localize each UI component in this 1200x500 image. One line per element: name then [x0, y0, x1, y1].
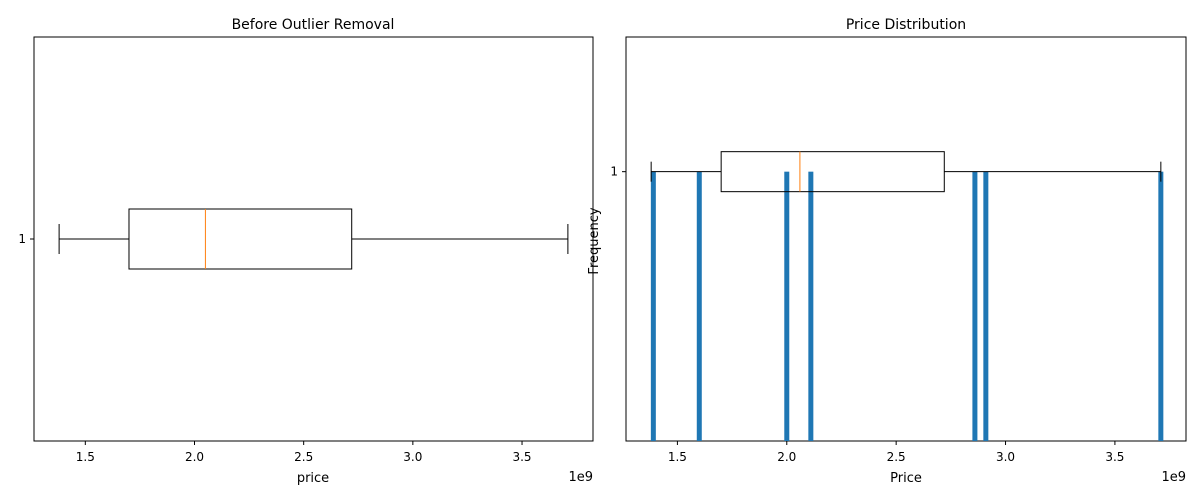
right-x-tick-label: 3.5 [1105, 450, 1124, 464]
left-boxplot [58, 208, 569, 270]
right-x-tick-label: 3.0 [996, 450, 1015, 464]
right-box-iqr [720, 151, 945, 193]
left-x-ticks: 1.5 2.0 2.5 3.0 3.5 [76, 441, 532, 464]
left-y-ticks: 1 [18, 232, 34, 246]
right-bars [650, 171, 1164, 441]
right-boxplot [650, 151, 1162, 193]
right-axes-frame [625, 36, 1187, 442]
subplot-right: Price Distribution 1.5 2.0 2.5 3.0 3.5 1 Pri… [587, 17, 1187, 486]
right-x-tick-label: 2.5 [887, 450, 906, 464]
right-bar [696, 171, 702, 441]
left-x-tick-label: 3.5 [512, 450, 531, 464]
left-x-tick-label: 1.5 [76, 450, 95, 464]
left-offset-label: 1e9 [568, 470, 593, 485]
right-y-tick-label: 1 [610, 165, 618, 179]
right-y-label: Frequency [587, 207, 602, 274]
right-offset-label: 1e9 [1161, 470, 1186, 485]
right-x-ticks: 1.5 2.0 2.5 3.0 3.5 [668, 441, 1124, 464]
subplot-left: Before Outlier Removal 1.5 2.0 2.5 3.0 3.5 1… [18, 17, 594, 486]
right-x-tick-label: 2.0 [777, 450, 796, 464]
right-x-label: Price [890, 471, 922, 486]
right-bar [784, 171, 790, 441]
right-title: Price Distribution [846, 17, 966, 33]
right-y-ticks: 1 [610, 165, 626, 179]
left-x-tick-label: 3.0 [403, 450, 422, 464]
right-bar [650, 171, 656, 441]
left-x-tick-label: 2.0 [185, 450, 204, 464]
left-y-tick-label: 1 [18, 232, 26, 246]
left-x-tick-label: 2.5 [294, 450, 313, 464]
left-title: Before Outlier Removal [232, 17, 395, 33]
right-bar [1158, 171, 1164, 441]
right-x-tick-label: 1.5 [668, 450, 687, 464]
right-bar [983, 171, 989, 441]
left-x-label: price [297, 471, 329, 486]
right-bar [808, 171, 814, 441]
left-box-iqr [128, 208, 353, 270]
right-bar [972, 171, 978, 441]
